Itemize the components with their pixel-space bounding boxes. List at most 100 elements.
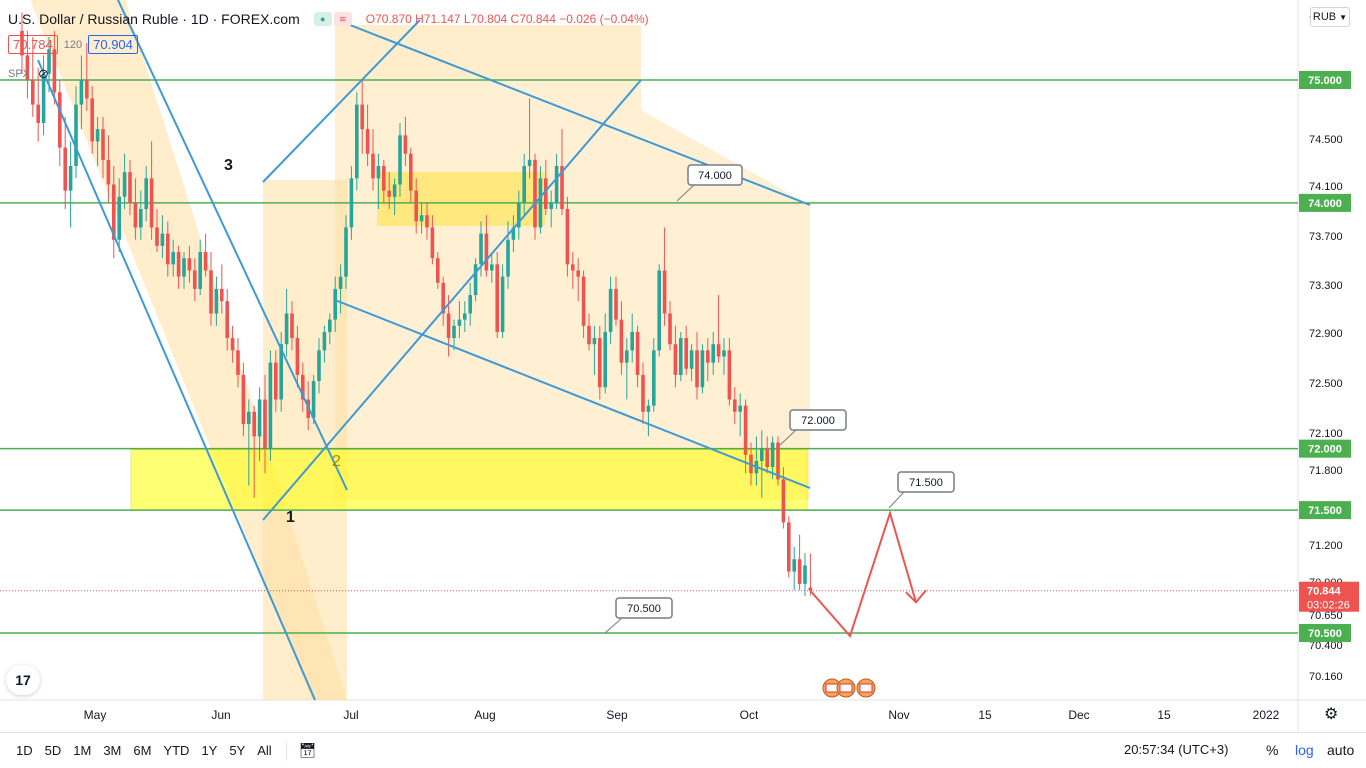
candle	[112, 166, 116, 259]
candle	[203, 233, 208, 277]
candle-body	[706, 350, 710, 363]
tf-5d-button[interactable]: 5D	[44, 743, 62, 758]
candle	[430, 215, 435, 265]
calendar-range-icon[interactable]: 📅︎	[298, 742, 317, 758]
candle	[301, 362, 305, 412]
candle	[160, 215, 165, 259]
candle-body	[25, 55, 30, 80]
level-label-bg	[1299, 71, 1351, 89]
tradingview-logo-icon[interactable]: 17	[6, 665, 40, 695]
ask-price-button[interactable]: 70.904	[88, 35, 138, 54]
candle	[625, 338, 629, 400]
y-tick-label: 74.100	[1309, 181, 1343, 193]
currency-label: RUB	[1312, 11, 1337, 23]
candle-body	[317, 350, 321, 382]
market-open-icon[interactable]: ●	[313, 12, 332, 26]
currency-select[interactable]: RUB ▼	[1310, 7, 1350, 27]
trend-line-channel-lower	[334, 299, 811, 489]
candle	[284, 288, 289, 357]
tf-1m-button[interactable]: 1M	[73, 743, 92, 758]
candle	[263, 374, 267, 474]
candle-body	[436, 258, 440, 283]
candle-body	[31, 80, 35, 105]
last-price-text: 70.844	[1307, 586, 1342, 598]
candle-body	[646, 405, 651, 412]
candle-body	[322, 331, 327, 351]
callout-pointer	[779, 429, 797, 446]
candle	[473, 258, 478, 302]
price-level-label: 74.000	[1299, 193, 1351, 212]
candle-body	[668, 313, 672, 345]
tf-5y-button[interactable]: 5Y	[229, 743, 246, 758]
toolbar-divider	[285, 740, 287, 761]
compare-symbol[interactable]: SPX	[8, 68, 31, 80]
candle-body	[614, 288, 618, 320]
tf-1d-button[interactable]: 1D	[16, 743, 33, 758]
candle-body	[360, 104, 364, 130]
us-event-icon	[836, 678, 856, 698]
candle-body	[241, 374, 246, 425]
candle	[247, 399, 251, 486]
candle-body	[20, 30, 24, 56]
candle	[565, 196, 570, 277]
eye-crossed-icon[interactable]: ⊘	[38, 66, 49, 81]
candle-body	[511, 227, 516, 240]
candle-body	[414, 190, 418, 222]
status-flags[interactable]: ● ≋	[313, 12, 352, 26]
candle-body	[479, 233, 483, 265]
candle-body	[193, 270, 197, 289]
candle	[468, 282, 472, 326]
tf-6m-button[interactable]: 6M	[133, 743, 152, 758]
candle-body	[203, 252, 208, 271]
candle	[554, 153, 559, 210]
clock-readout[interactable]: 20:57:34 (UTC+3)	[1124, 742, 1229, 757]
tf-3m-button[interactable]: 3M	[103, 743, 122, 758]
projection-path	[809, 509, 917, 638]
candle	[673, 325, 678, 388]
candle	[371, 129, 375, 191]
pattern-label-3: 3	[224, 157, 233, 174]
candle-body	[160, 233, 165, 246]
candle-body	[733, 399, 737, 412]
pattern-label-1: 1	[286, 509, 295, 526]
candle	[139, 190, 143, 240]
candle	[549, 190, 553, 228]
candle	[419, 202, 424, 234]
candle	[689, 344, 694, 382]
price-chart[interactable]: 1 2 3 74.000 72.000 71.500 70.500 74.500 74.100 7…	[0, 0, 1366, 732]
tf-ytd-button[interactable]: YTD	[163, 743, 190, 758]
candle-body	[274, 362, 278, 400]
percent-scale-button[interactable]: %	[1266, 742, 1279, 758]
callout-pointer	[676, 184, 695, 202]
candle	[598, 325, 602, 400]
candle	[792, 546, 796, 590]
log-scale-button[interactable]: log	[1295, 742, 1314, 758]
candle-body	[679, 338, 683, 375]
candle-body	[452, 325, 456, 339]
price-axis	[1298, 0, 1366, 732]
last-price-bg	[1299, 581, 1359, 612]
y-tick-label: 73.700	[1309, 231, 1343, 243]
candle	[614, 276, 618, 326]
candle-body	[85, 80, 89, 99]
tf-1y-button[interactable]: 1Y	[201, 743, 218, 758]
candle	[279, 331, 283, 412]
gear-icon[interactable]: ⚙	[1324, 706, 1339, 723]
candle	[171, 239, 175, 277]
candle	[355, 92, 359, 191]
candle	[587, 313, 591, 351]
candle	[490, 252, 494, 283]
candle	[25, 30, 30, 99]
candle-body	[247, 411, 251, 425]
candle-body	[446, 313, 451, 339]
candle-body	[463, 313, 467, 320]
candle	[209, 252, 213, 326]
candle-body	[214, 288, 219, 314]
y-tick-label: 70.400	[1309, 640, 1343, 652]
tf-all-button[interactable]: All	[257, 743, 272, 758]
bid-price-button[interactable]: 70.784	[8, 35, 58, 54]
auto-scale-button[interactable]: auto	[1327, 742, 1355, 758]
delayed-data-icon[interactable]: ≋	[333, 12, 352, 26]
candle-body	[398, 135, 402, 185]
candle-body	[533, 159, 537, 228]
